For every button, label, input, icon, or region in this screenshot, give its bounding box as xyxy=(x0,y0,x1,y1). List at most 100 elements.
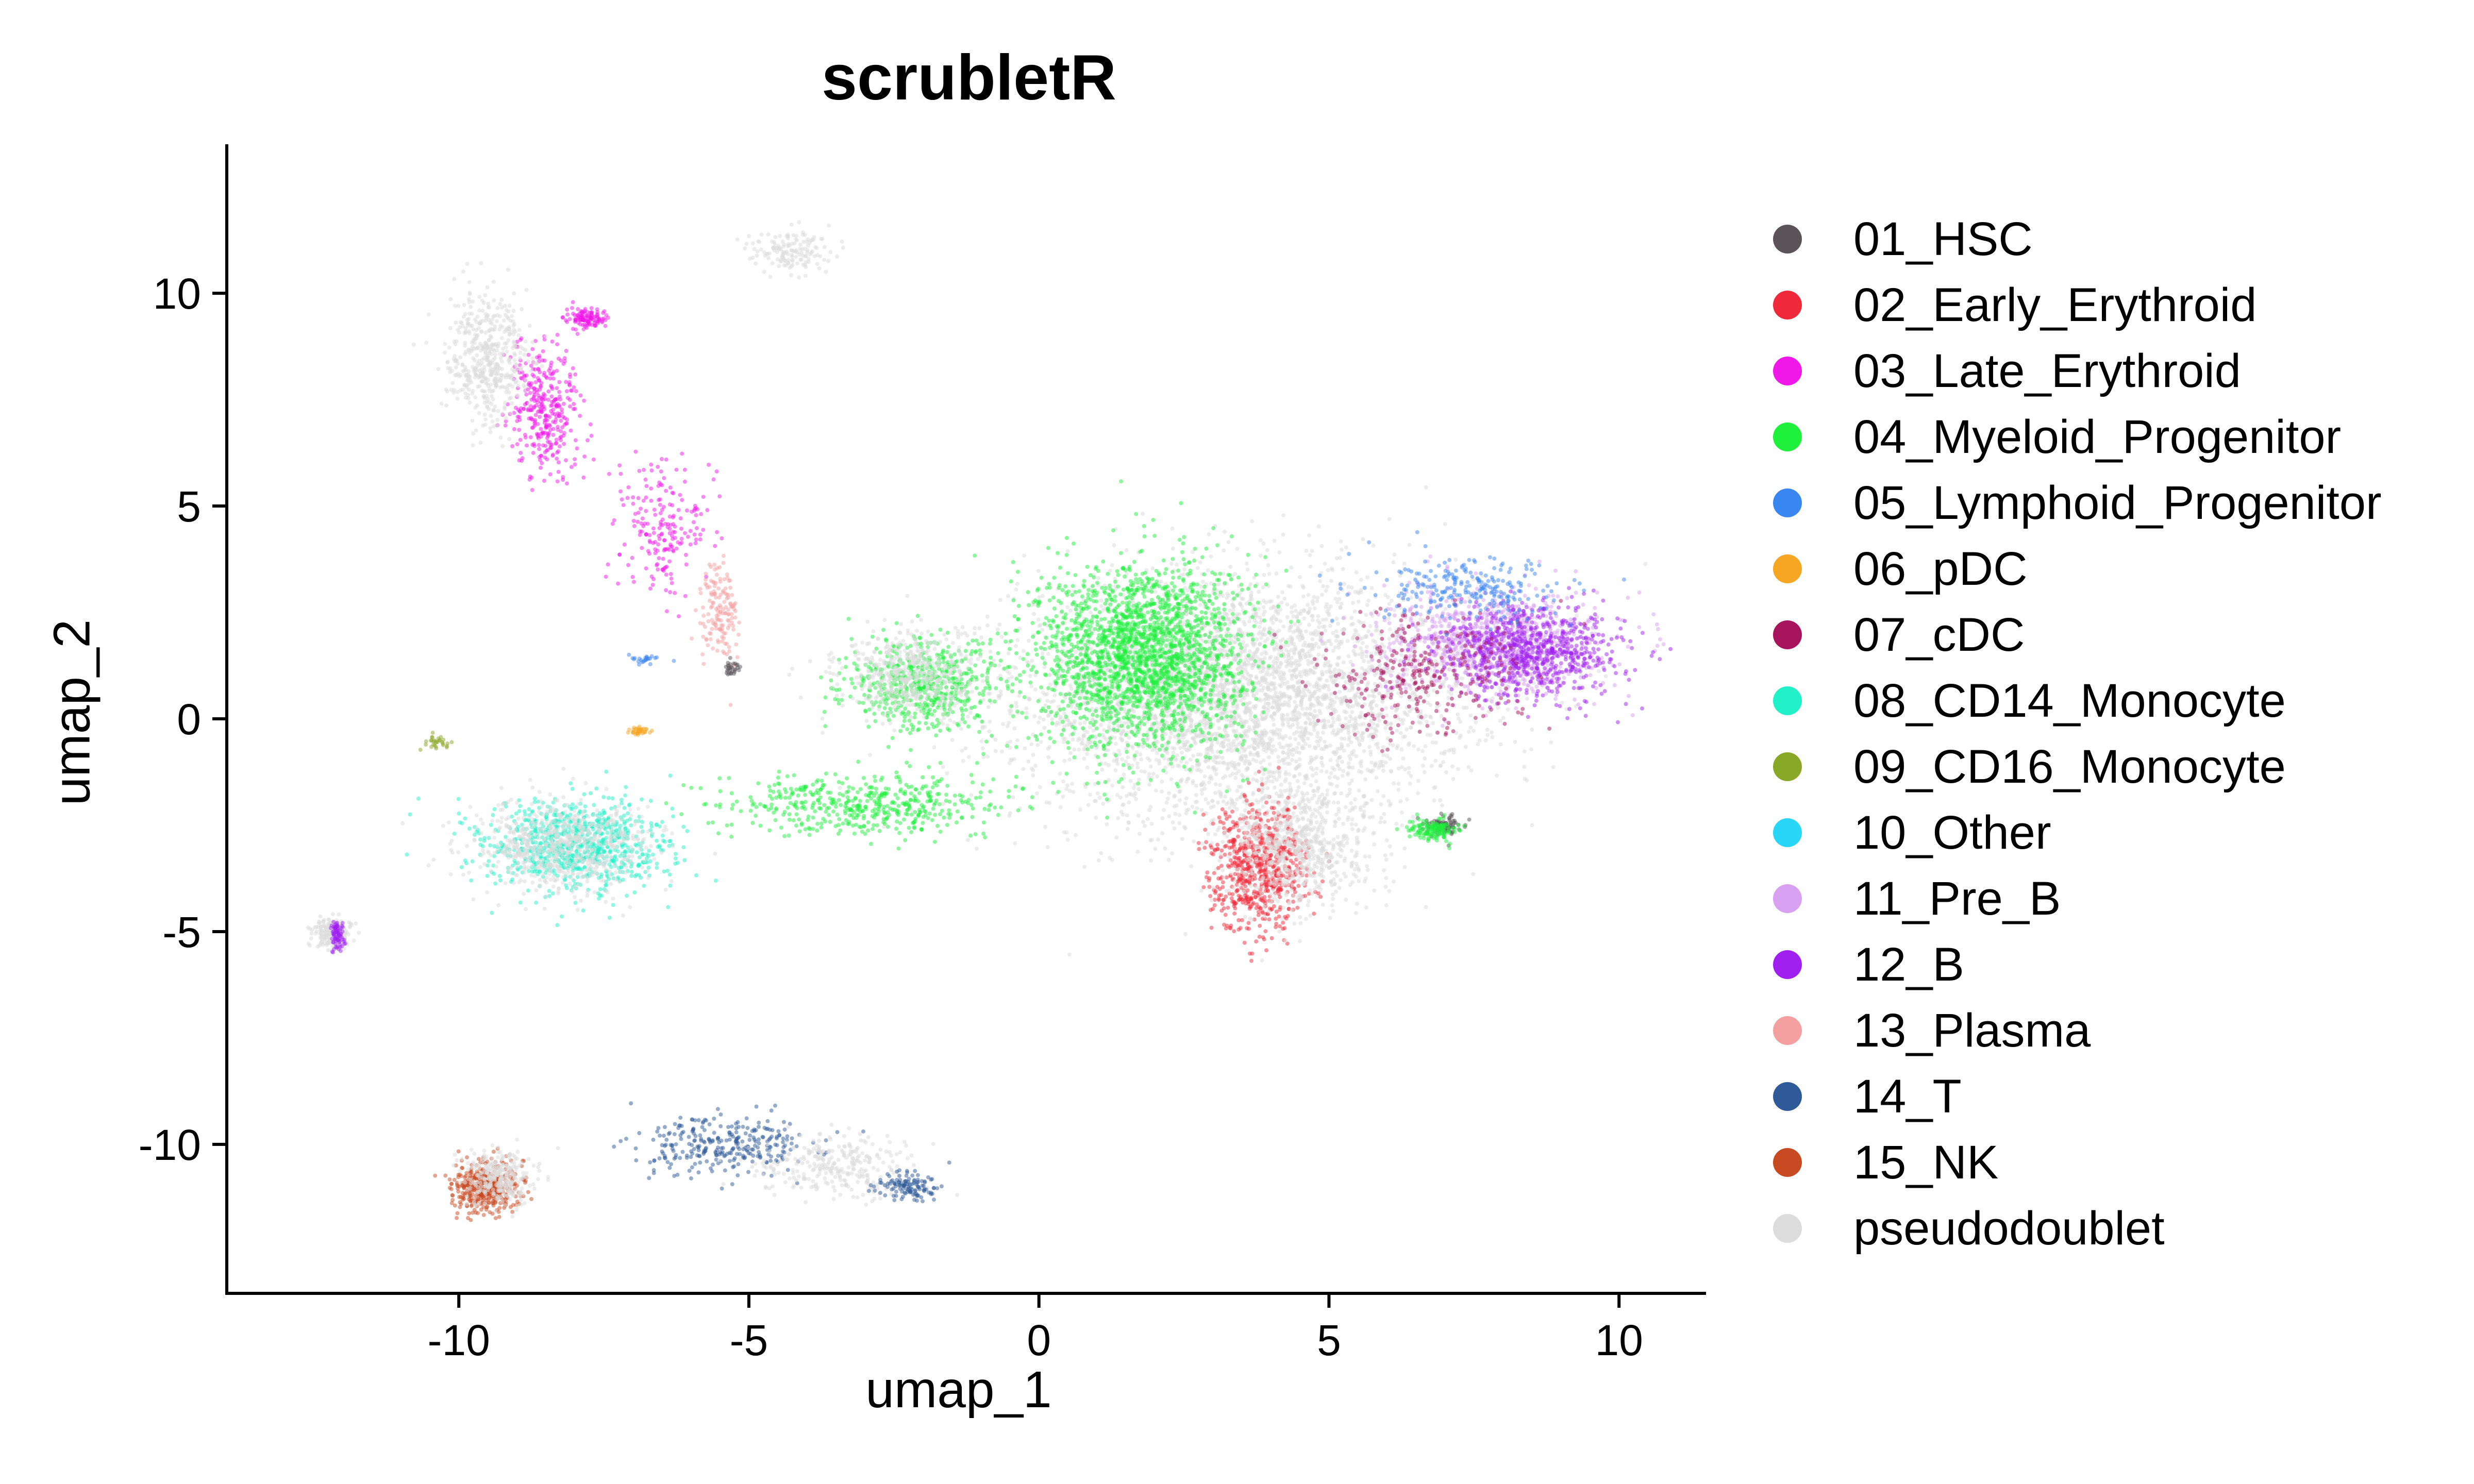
point xyxy=(1216,692,1221,697)
point xyxy=(1268,606,1273,611)
point xyxy=(1296,725,1300,730)
point xyxy=(1331,631,1335,635)
point xyxy=(1207,532,1211,536)
point xyxy=(1136,787,1141,791)
point xyxy=(1099,598,1104,603)
point xyxy=(1171,576,1176,580)
point xyxy=(1218,783,1223,787)
point xyxy=(1095,791,1100,796)
point xyxy=(1460,676,1464,681)
point xyxy=(1222,602,1227,606)
point xyxy=(1139,757,1144,762)
point xyxy=(1340,547,1344,552)
point xyxy=(979,739,984,744)
point xyxy=(1325,678,1329,683)
point xyxy=(1477,738,1482,743)
point xyxy=(1124,548,1129,552)
point xyxy=(1298,612,1303,616)
point xyxy=(1173,794,1177,798)
point xyxy=(1024,715,1029,720)
point xyxy=(1046,546,1050,550)
point xyxy=(1411,690,1415,695)
point xyxy=(988,649,993,654)
point xyxy=(1367,734,1372,738)
point xyxy=(1012,757,1016,762)
point xyxy=(1213,732,1217,736)
point xyxy=(1358,715,1362,719)
point xyxy=(1191,779,1195,783)
point xyxy=(1305,706,1309,711)
point xyxy=(1295,615,1299,620)
point xyxy=(1424,905,1428,909)
point xyxy=(1233,640,1238,645)
point xyxy=(1288,762,1292,766)
point xyxy=(1216,662,1221,666)
point xyxy=(1281,736,1285,741)
point xyxy=(1177,813,1182,817)
point xyxy=(1015,738,1019,743)
point xyxy=(970,689,975,694)
point xyxy=(1195,566,1200,570)
point xyxy=(1273,656,1278,661)
point xyxy=(1308,553,1312,558)
point xyxy=(1370,694,1375,698)
point xyxy=(1160,816,1165,821)
point xyxy=(1215,740,1220,745)
point xyxy=(1529,747,1534,752)
point xyxy=(1320,672,1325,677)
point xyxy=(1411,815,1415,819)
point xyxy=(1172,826,1177,831)
point xyxy=(1199,788,1204,792)
point xyxy=(1444,770,1448,774)
point xyxy=(1346,585,1351,589)
point xyxy=(1157,747,1162,752)
point xyxy=(1083,743,1088,748)
point xyxy=(1025,711,1029,715)
point xyxy=(1190,804,1195,809)
point xyxy=(1033,647,1038,652)
point xyxy=(1336,591,1341,595)
point xyxy=(1199,808,1204,812)
point xyxy=(1258,642,1263,646)
point xyxy=(995,627,1000,632)
point xyxy=(1311,601,1315,606)
point xyxy=(980,641,985,646)
point xyxy=(1380,700,1385,704)
point xyxy=(1302,609,1307,613)
point xyxy=(1223,530,1227,534)
point xyxy=(1212,582,1216,587)
point xyxy=(1285,680,1290,684)
point xyxy=(966,714,970,719)
point xyxy=(1224,612,1229,616)
point xyxy=(1041,717,1046,722)
point xyxy=(1177,575,1181,580)
point xyxy=(1121,566,1125,570)
point xyxy=(1182,745,1186,750)
point xyxy=(1331,670,1335,674)
point xyxy=(1243,693,1248,697)
point xyxy=(1295,789,1300,793)
point xyxy=(1240,724,1244,729)
point xyxy=(1274,690,1278,695)
point xyxy=(1304,548,1309,553)
point xyxy=(1183,562,1188,567)
point xyxy=(1200,555,1205,560)
point xyxy=(1248,752,1252,757)
point xyxy=(1101,693,1106,697)
point xyxy=(1392,781,1396,786)
point xyxy=(1282,761,1286,765)
point xyxy=(1303,729,1308,733)
point xyxy=(1495,773,1499,778)
point xyxy=(1185,740,1190,745)
point xyxy=(1182,567,1187,572)
point xyxy=(1013,644,1018,648)
point xyxy=(1022,553,1027,558)
point xyxy=(1241,778,1245,783)
point xyxy=(1308,695,1312,699)
point xyxy=(1236,713,1241,718)
point xyxy=(1184,779,1189,784)
point xyxy=(1549,740,1553,745)
point xyxy=(1387,517,1392,521)
point xyxy=(1286,720,1291,724)
point xyxy=(1347,719,1351,724)
